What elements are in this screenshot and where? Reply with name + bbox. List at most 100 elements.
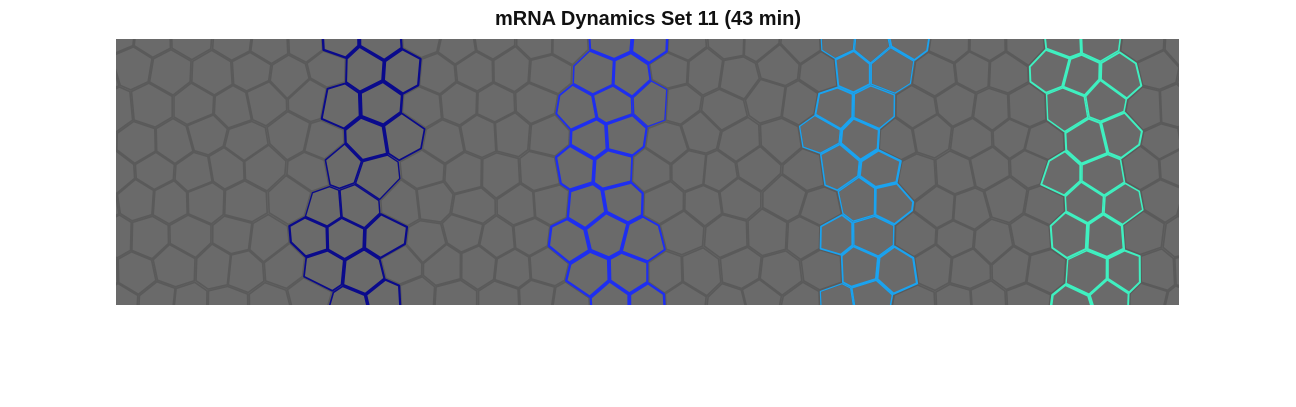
background-cell <box>533 184 570 226</box>
background-cell <box>935 283 972 305</box>
expressing-cell <box>1064 117 1109 165</box>
expression-stripe-3 <box>798 39 930 305</box>
expressing-cell <box>359 80 404 126</box>
background-cell <box>152 243 196 288</box>
background-cell <box>779 39 822 65</box>
expressing-cell <box>1049 211 1089 260</box>
background-cell <box>781 79 819 127</box>
background-cell <box>717 116 761 163</box>
background-cell <box>190 49 234 96</box>
expressing-cell <box>326 217 365 260</box>
background-cell <box>913 244 953 292</box>
background-cell <box>759 117 803 166</box>
background-cell <box>116 178 155 222</box>
background-cell <box>519 150 561 192</box>
background-cell <box>494 248 532 289</box>
background-cell <box>116 86 134 133</box>
background-cell <box>528 54 573 95</box>
background-cell <box>478 214 516 259</box>
background-cell <box>1140 247 1176 292</box>
expressing-cell <box>324 143 363 190</box>
background-cell <box>477 280 520 305</box>
expressing-cell <box>608 251 649 295</box>
background-cell <box>934 82 977 128</box>
background-cell <box>418 52 457 95</box>
background-cell <box>249 39 289 65</box>
background-cell <box>246 80 288 127</box>
expressing-cell <box>320 82 361 130</box>
background-cell <box>683 184 723 228</box>
expressing-cell <box>876 245 919 295</box>
background-cell <box>494 111 531 158</box>
background-cell <box>761 173 808 223</box>
background-cell <box>1164 39 1179 67</box>
expressing-cell <box>834 50 871 94</box>
expressing-cell <box>1081 153 1126 197</box>
background-cell <box>680 110 722 154</box>
expressing-cell <box>1106 249 1141 294</box>
background-cell <box>492 45 531 93</box>
expressing-cell <box>1049 283 1093 305</box>
background-cell <box>481 151 521 200</box>
expressing-cell <box>363 213 409 260</box>
background-cell <box>399 275 436 305</box>
background-cell <box>911 51 957 98</box>
expressing-cell <box>605 114 648 157</box>
background-cell <box>116 120 157 165</box>
expressing-cell <box>601 181 644 224</box>
background-cell <box>496 183 536 226</box>
background-cell <box>1009 149 1049 190</box>
background-cell <box>744 78 786 125</box>
background-cell <box>227 249 265 294</box>
expressing-cell <box>1099 51 1143 100</box>
background-cell <box>211 39 252 62</box>
background-cell <box>952 187 992 231</box>
background-cell <box>666 39 708 62</box>
background-cell <box>798 50 838 93</box>
background-cell <box>186 114 229 156</box>
background-cell <box>116 149 136 195</box>
expressing-cell <box>382 48 422 95</box>
background-cell <box>211 215 253 255</box>
background-cell <box>1140 122 1179 161</box>
expression-stripe-4 <box>1028 39 1144 305</box>
background-cell <box>647 250 683 294</box>
background-cell <box>208 146 245 191</box>
expressing-cell <box>569 117 609 160</box>
expressing-cell <box>554 144 596 191</box>
background-cell <box>263 242 306 290</box>
figure-title: mRNA Dynamics Set 11 (43 min) <box>494 8 802 30</box>
background-cell <box>207 285 249 305</box>
tissue-image-panel <box>116 39 1179 305</box>
background-cell <box>454 50 494 92</box>
background-cell <box>949 117 993 160</box>
expressing-cell <box>288 216 329 258</box>
background-cell <box>992 118 1031 160</box>
background-cell <box>133 39 172 59</box>
background-cell <box>168 214 212 259</box>
background-cell <box>781 147 825 192</box>
expressing-cell <box>798 114 841 154</box>
background-cell <box>399 149 446 190</box>
background-cell <box>286 151 330 193</box>
background-cell <box>1164 285 1179 305</box>
background-cell <box>405 219 447 264</box>
background-cell <box>681 246 722 297</box>
background-cell <box>913 185 956 229</box>
background-cell <box>514 82 559 125</box>
background-cell <box>1009 213 1052 255</box>
background-cell <box>1122 210 1166 256</box>
expressing-cell <box>364 278 402 305</box>
expressing-cell <box>593 149 633 190</box>
background-cell <box>474 39 516 61</box>
background-cell <box>896 153 937 203</box>
background-cell <box>756 43 801 87</box>
background-cell <box>379 178 421 227</box>
background-cell <box>1136 49 1179 91</box>
expressing-cell <box>1084 79 1128 122</box>
background-cell <box>970 279 1007 305</box>
expressing-cell <box>589 280 630 305</box>
expressing-cell <box>612 52 652 98</box>
background-cell <box>1005 282 1052 305</box>
background-cell <box>969 39 1007 62</box>
